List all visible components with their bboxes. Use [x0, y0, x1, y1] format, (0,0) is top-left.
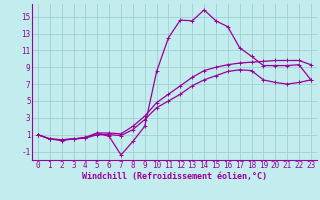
X-axis label: Windchill (Refroidissement éolien,°C): Windchill (Refroidissement éolien,°C): [82, 172, 267, 181]
